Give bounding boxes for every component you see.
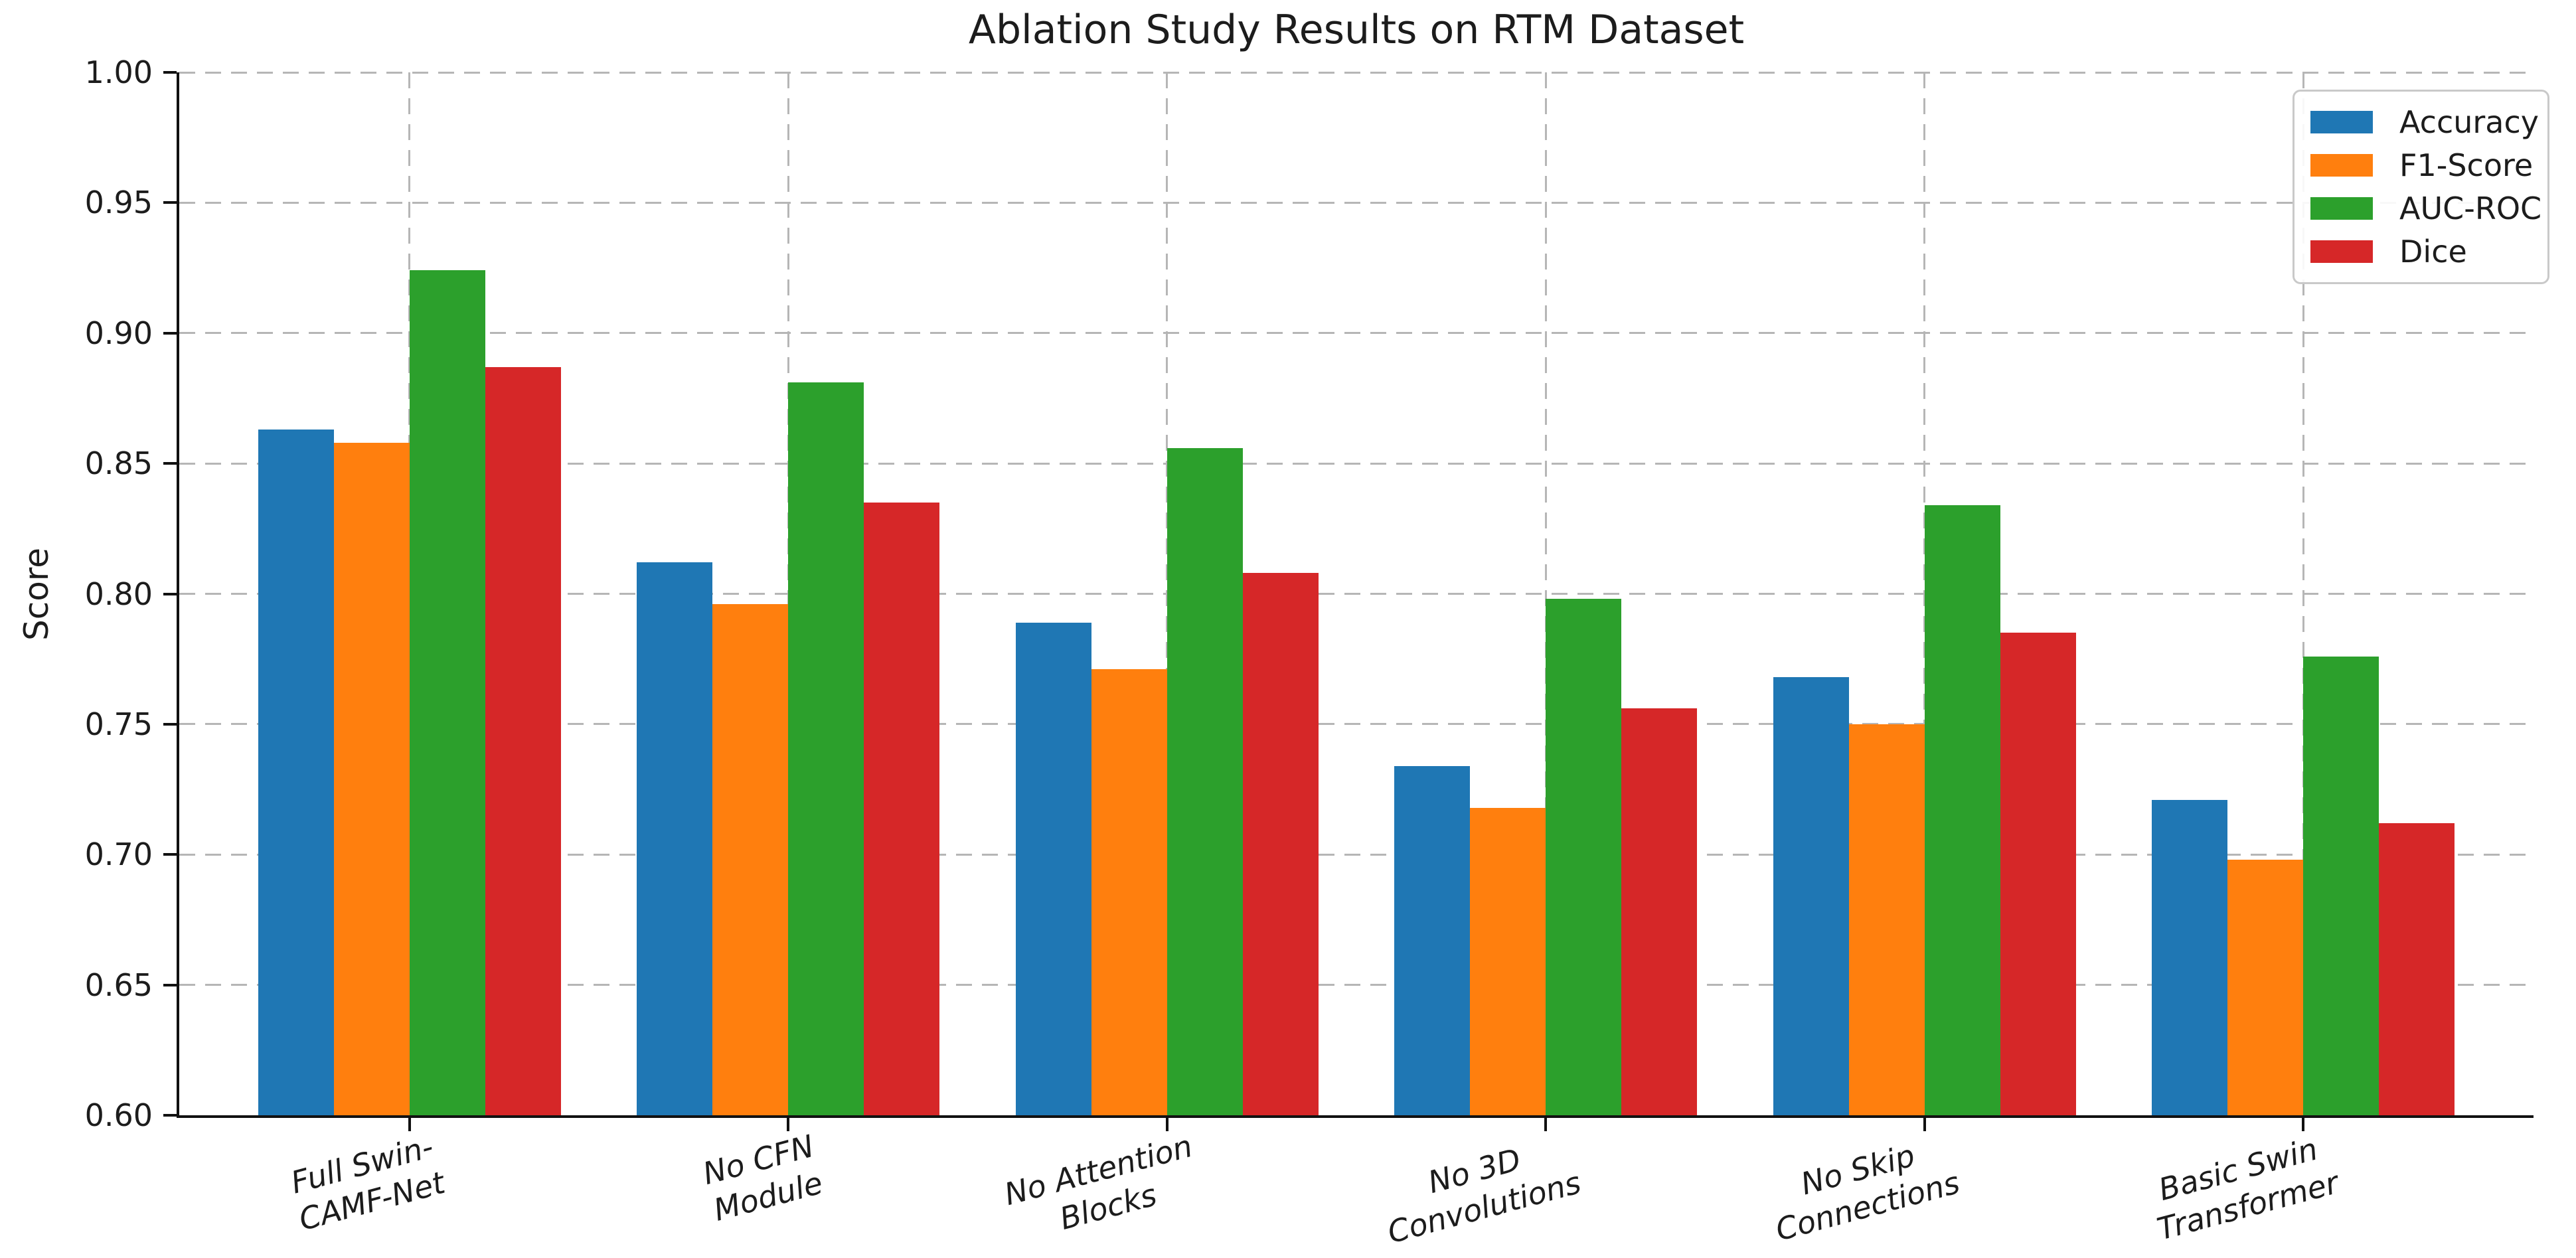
bar-f1-score-1 (333, 442, 410, 1115)
x-tick-label-text: No Attention Blocks (1001, 1127, 1197, 1237)
y-tick-mark (163, 71, 177, 74)
bar-dice-5 (2000, 633, 2076, 1115)
h-gridline (179, 71, 2534, 74)
bar-accuracy-6 (2151, 799, 2228, 1115)
x-tick-label-text: No CFN Module (699, 1127, 827, 1228)
plot-area (177, 72, 2534, 1118)
y-tick-label: 0.95 (84, 185, 153, 221)
x-tick-mark (408, 1117, 411, 1131)
y-tick-mark (163, 1114, 177, 1117)
bar-accuracy-5 (1773, 677, 1849, 1115)
y-tick-mark (163, 201, 177, 204)
legend-swatch (2310, 111, 2373, 134)
chart-title: Ablation Study Results on RTM Dataset (968, 7, 1745, 53)
h-gridline (179, 201, 2534, 204)
x-tick-label-text: Basic Swin Transformer (2153, 1131, 2343, 1247)
legend-item: Dice (2310, 234, 2532, 270)
legend-label: Accuracy (2399, 104, 2539, 141)
h-gridline (179, 593, 2534, 595)
x-tick-mark (1544, 1117, 1548, 1131)
h-gridline (179, 853, 2534, 856)
bar-dice-2 (864, 503, 940, 1115)
bar-f1-score-2 (712, 604, 789, 1115)
y-tick-mark (163, 983, 177, 986)
legend-item: F1-Score (2310, 147, 2534, 184)
h-gridline (179, 462, 2534, 465)
bar-accuracy-1 (258, 430, 334, 1115)
y-tick-mark (163, 592, 177, 595)
bar-auc-roc-3 (1167, 447, 1243, 1115)
bar-f1-score-3 (1091, 669, 1167, 1115)
x-tick-mark (787, 1117, 790, 1131)
h-gridline (179, 332, 2534, 335)
legend: Accuracy F1-Score AUC-ROC Dice (2293, 90, 2549, 284)
legend-swatch (2310, 154, 2373, 177)
x-tick-mark (1165, 1117, 1168, 1131)
x-tick-label-text: No 3D Convolutions (1384, 1141, 1585, 1251)
legend-label: Dice (2399, 233, 2467, 270)
y-tick-label: 0.80 (84, 576, 153, 612)
y-tick-label: 0.90 (84, 315, 153, 351)
v-gridline (2302, 72, 2304, 1115)
legend-label: AUC-ROC (2399, 190, 2542, 226)
bar-accuracy-3 (1015, 622, 1091, 1115)
bar-accuracy-2 (637, 562, 713, 1115)
h-gridline (179, 723, 2534, 726)
bar-accuracy-4 (1394, 765, 1471, 1115)
y-tick-label: 1.00 (84, 54, 153, 90)
bar-f1-score-6 (2227, 860, 2304, 1115)
legend-item: AUC-ROC (2310, 191, 2541, 226)
bar-auc-roc-5 (1924, 505, 2000, 1115)
bar-auc-roc-6 (2303, 656, 2379, 1115)
h-gridline (179, 984, 2534, 986)
y-tick-mark (163, 722, 177, 726)
y-tick-label: 0.75 (84, 706, 153, 742)
y-tick-mark (163, 853, 177, 856)
bar-f1-score-5 (1848, 724, 1925, 1115)
legend-label: F1-Score (2399, 147, 2534, 184)
y-tick-mark (163, 331, 177, 335)
x-tick-label-text: Full Swin- CAMF-Net (287, 1128, 449, 1238)
legend-swatch (2310, 240, 2373, 263)
bar-auc-roc-2 (788, 382, 864, 1115)
bar-f1-score-4 (1470, 807, 1546, 1115)
bar-dice-4 (1621, 708, 1698, 1115)
y-tick-label: 0.65 (84, 967, 153, 1003)
x-tick-label-text: No Skip Connections (1772, 1137, 1964, 1248)
bar-dice-6 (2379, 823, 2455, 1115)
x-tick-mark (2302, 1117, 2305, 1131)
v-gridline (1544, 72, 1547, 1115)
x-tick-mark (1923, 1117, 1926, 1131)
bar-dice-3 (1242, 573, 1319, 1115)
bar-dice-1 (485, 366, 561, 1115)
y-tick-mark (163, 462, 177, 465)
y-tick-label: 0.60 (84, 1097, 153, 1133)
legend-swatch (2310, 197, 2373, 220)
legend-item: Accuracy (2310, 104, 2539, 140)
y-tick-label: 0.70 (84, 836, 153, 873)
bar-auc-roc-4 (1546, 599, 1622, 1115)
bar-auc-roc-1 (409, 270, 485, 1115)
y-tick-label: 0.85 (84, 445, 153, 482)
